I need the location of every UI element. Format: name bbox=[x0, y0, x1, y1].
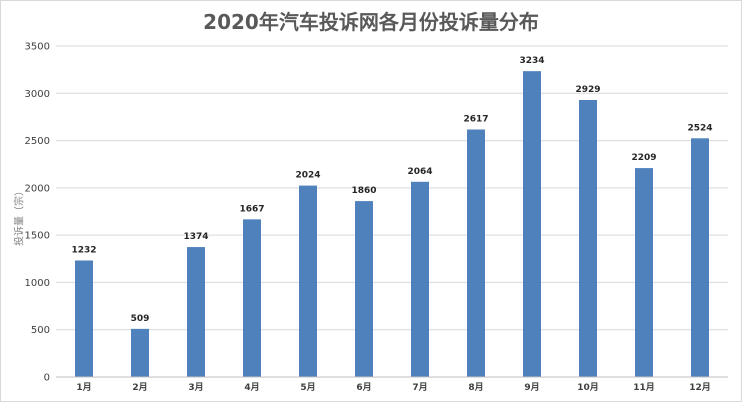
bar bbox=[299, 185, 317, 377]
x-tick-label: 4月 bbox=[244, 382, 259, 393]
data-label: 2929 bbox=[575, 85, 600, 95]
data-label: 509 bbox=[131, 314, 150, 324]
data-label: 1860 bbox=[351, 186, 376, 196]
data-label: 2524 bbox=[687, 123, 712, 133]
bar bbox=[579, 100, 597, 378]
gridlines bbox=[56, 45, 728, 331]
x-tick-label: 12月 bbox=[689, 382, 711, 393]
data-label: 2024 bbox=[295, 171, 320, 181]
data-label: 2209 bbox=[631, 153, 656, 163]
bar bbox=[75, 260, 93, 377]
bar bbox=[411, 181, 429, 377]
y-tick-label: 2000 bbox=[25, 183, 50, 194]
x-tick-label: 2月 bbox=[132, 382, 147, 393]
y-tick-labels: 0 500 1000 1500 2000 2500 3000 3500 bbox=[25, 42, 50, 384]
y-tick-label: 500 bbox=[31, 325, 50, 336]
data-label: 1232 bbox=[71, 245, 96, 255]
y-tick-label: 1000 bbox=[25, 278, 50, 289]
y-tick-label: 0 bbox=[44, 373, 50, 384]
x-tick-label: 9月 bbox=[524, 382, 539, 393]
data-label: 3234 bbox=[519, 56, 544, 66]
bar bbox=[523, 71, 541, 377]
x-tick-label: 8月 bbox=[468, 382, 483, 393]
y-tick-label: 3000 bbox=[25, 89, 50, 100]
chart-title: 2020年汽车投诉网各月份投诉量分布 bbox=[203, 10, 539, 34]
x-tick-label: 11月 bbox=[633, 382, 655, 393]
bar bbox=[243, 219, 261, 377]
bar bbox=[467, 129, 485, 377]
y-tick-label: 3500 bbox=[25, 42, 50, 53]
x-tick-labels: 1月 2月 3月 4月 5月 6月 7月 8月 9月 10月 11月 12月 bbox=[76, 382, 710, 393]
data-label: 1667 bbox=[239, 204, 264, 214]
bars bbox=[75, 71, 709, 378]
y-tick-label: 2500 bbox=[25, 136, 50, 147]
x-tick-label: 10月 bbox=[577, 382, 599, 393]
x-tick-label: 7月 bbox=[412, 382, 427, 393]
y-tick-label: 1500 bbox=[25, 231, 50, 242]
data-label: 2064 bbox=[407, 167, 432, 177]
data-label: 2617 bbox=[463, 115, 488, 125]
x-tick-label: 3月 bbox=[188, 382, 203, 393]
x-tick-label: 5月 bbox=[300, 382, 315, 393]
data-labels: 1232 509 1374 1667 2024 1860 2064 2617 3234 2929 2… bbox=[71, 56, 712, 324]
bar bbox=[635, 168, 653, 377]
data-label: 1374 bbox=[183, 232, 208, 242]
x-tick-label: 1月 bbox=[76, 382, 91, 393]
x-tick-label: 6月 bbox=[356, 382, 371, 393]
bar bbox=[131, 328, 149, 377]
bar bbox=[355, 201, 373, 377]
bar bbox=[187, 247, 205, 377]
bar bbox=[691, 138, 709, 377]
